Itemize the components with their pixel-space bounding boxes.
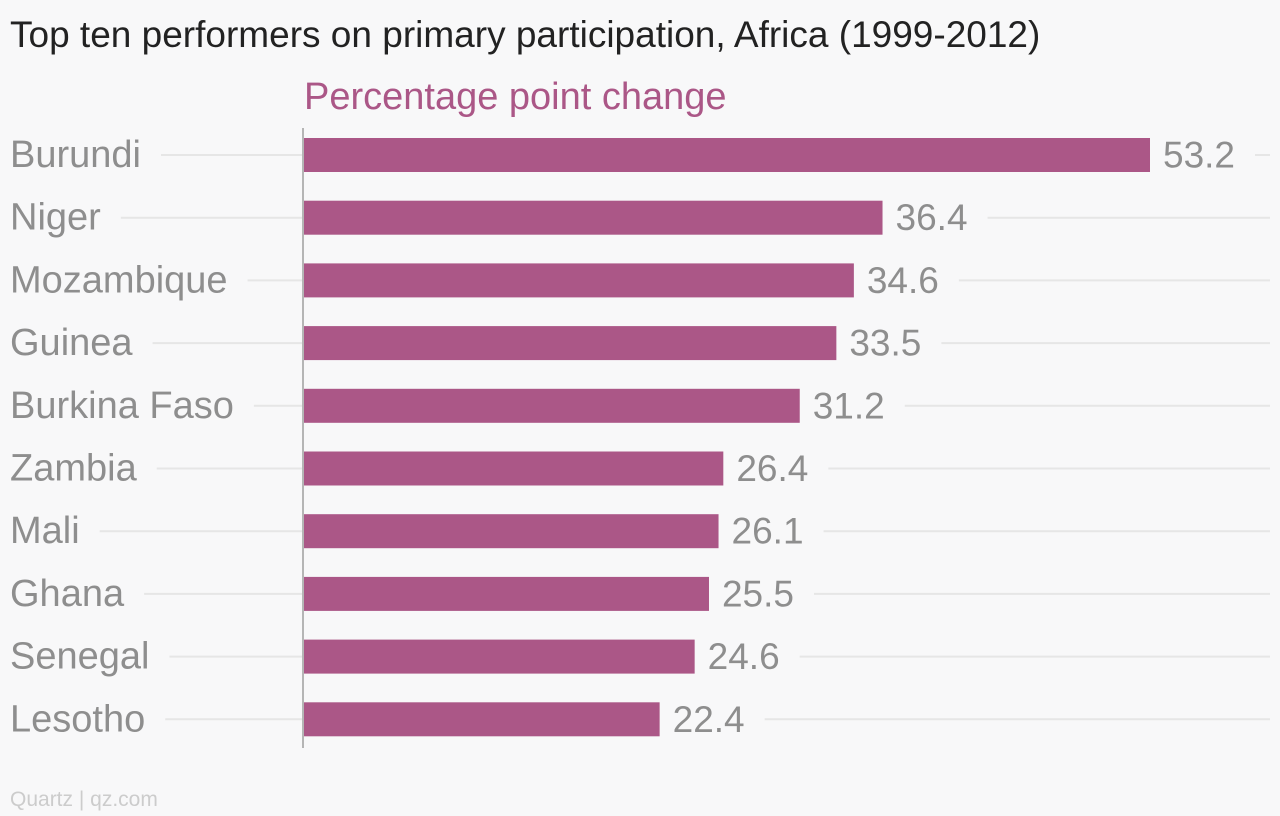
category-label-zambia: Zambia xyxy=(10,448,138,490)
value-label-niger: 36.4 xyxy=(896,197,968,238)
bar-guinea xyxy=(303,326,837,361)
bar-senegal xyxy=(303,639,695,674)
category-label-mozambique: Mozambique xyxy=(10,259,228,301)
bar-zambia xyxy=(303,451,724,486)
category-label-ghana: Ghana xyxy=(10,573,125,615)
value-label-zambia: 26.4 xyxy=(736,448,808,489)
category-label-mali: Mali xyxy=(10,510,80,552)
bars xyxy=(303,138,1150,737)
category-label-burkina-faso: Burkina Faso xyxy=(10,385,234,427)
labels: Burundi 53.2 Niger 36.4 Mozambique 34.6 Guinea… xyxy=(10,134,1235,740)
value-label-ghana: 25.5 xyxy=(722,573,794,614)
value-label-mozambique: 34.6 xyxy=(867,260,939,301)
bar-lesotho xyxy=(303,702,660,737)
value-label-senegal: 24.6 xyxy=(708,636,780,677)
bar-mozambique xyxy=(303,263,854,298)
bar-burkina-faso xyxy=(303,388,800,423)
bar-niger xyxy=(303,200,883,235)
bar-burundi xyxy=(303,138,1150,172)
value-label-burkina-faso: 31.2 xyxy=(813,385,885,426)
chart-title: Top ten performers on primary participat… xyxy=(10,14,1041,55)
value-label-mali: 26.1 xyxy=(732,511,804,552)
bar-ghana xyxy=(303,576,709,611)
category-label-lesotho: Lesotho xyxy=(10,698,145,740)
value-label-guinea: 33.5 xyxy=(849,323,921,364)
category-label-senegal: Senegal xyxy=(10,636,149,678)
bar-mali xyxy=(303,514,719,549)
category-label-niger: Niger xyxy=(10,197,101,239)
source-credit: Quartz | qz.com xyxy=(10,788,158,811)
category-label-burundi: Burundi xyxy=(10,134,141,176)
value-label-lesotho: 22.4 xyxy=(673,699,745,740)
gridlines xyxy=(99,154,1270,721)
chart-subtitle: Percentage point change xyxy=(304,76,727,118)
value-label-burundi: 53.2 xyxy=(1163,135,1235,176)
category-label-guinea: Guinea xyxy=(10,322,133,364)
